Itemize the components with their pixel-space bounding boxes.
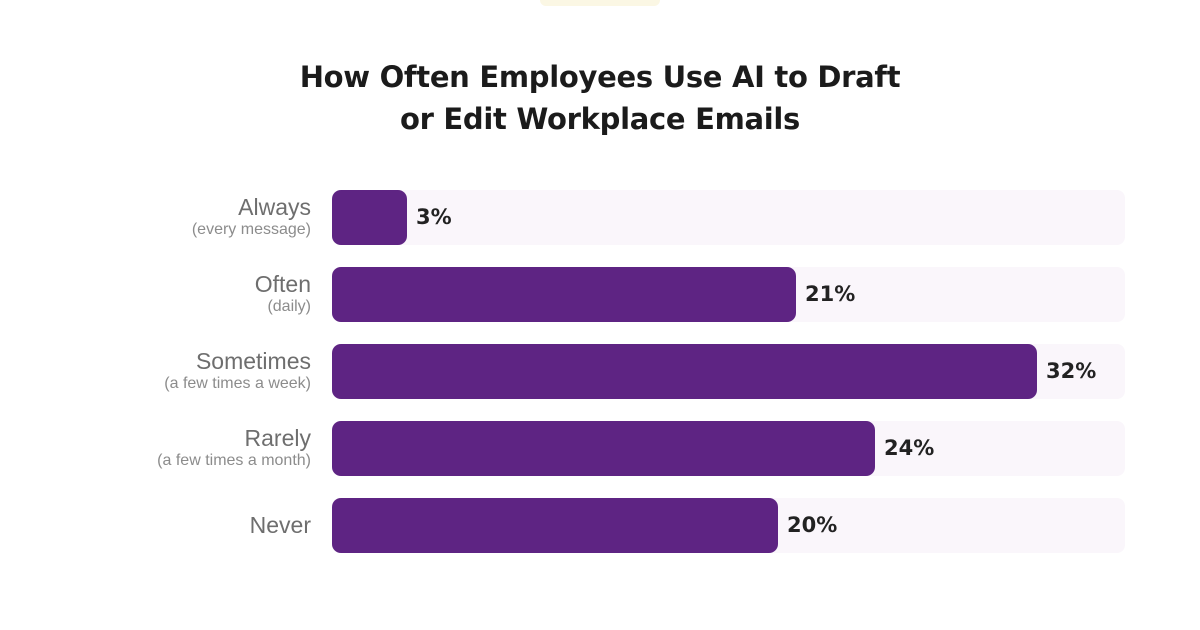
bar-row-always: Always (every message) 3%	[0, 190, 1200, 245]
category-label: Rarely (a few times a month)	[157, 421, 311, 476]
category-label: Sometimes (a few times a week)	[164, 344, 311, 399]
category-label-sub: (daily)	[267, 298, 311, 315]
category-label-main: Never	[249, 512, 311, 538]
category-label: Never	[250, 498, 311, 553]
bar	[332, 190, 407, 245]
bar	[332, 421, 875, 476]
bar-row-sometimes: Sometimes (a few times a week) 32%	[0, 344, 1200, 399]
value-label: 3%	[416, 205, 452, 229]
value-label: 21%	[805, 282, 856, 306]
category-label-sub: (a few times a month)	[157, 452, 311, 469]
bar-row-never: Never 20%	[0, 498, 1200, 553]
category-label: Always (every message)	[192, 190, 311, 245]
value-label: 24%	[884, 436, 935, 460]
chart-title: How Often Employees Use AI to Draft or E…	[0, 56, 1200, 140]
value-label: 32%	[1046, 359, 1097, 383]
chart-title-line-1: How Often Employees Use AI to Draft	[299, 60, 901, 94]
bar	[332, 498, 778, 553]
bar	[332, 267, 796, 322]
category-label-main: Rarely	[244, 425, 311, 451]
category-label-main: Always	[238, 194, 311, 220]
category-label-main: Often	[254, 271, 311, 297]
bar	[332, 344, 1037, 399]
category-label-sub: (a few times a week)	[164, 375, 311, 392]
value-label: 20%	[787, 513, 838, 537]
category-label-sub: (every message)	[191, 221, 311, 238]
bar-track	[332, 190, 1125, 245]
bar-row-rarely: Rarely (a few times a month) 24%	[0, 421, 1200, 476]
top-accent-decoration	[540, 0, 660, 6]
category-label: Often (daily)	[255, 267, 311, 322]
chart-title-line-2: or Edit Workplace Emails	[399, 102, 801, 136]
category-label-main: Sometimes	[195, 348, 311, 374]
bar-row-often: Often (daily) 21%	[0, 267, 1200, 322]
